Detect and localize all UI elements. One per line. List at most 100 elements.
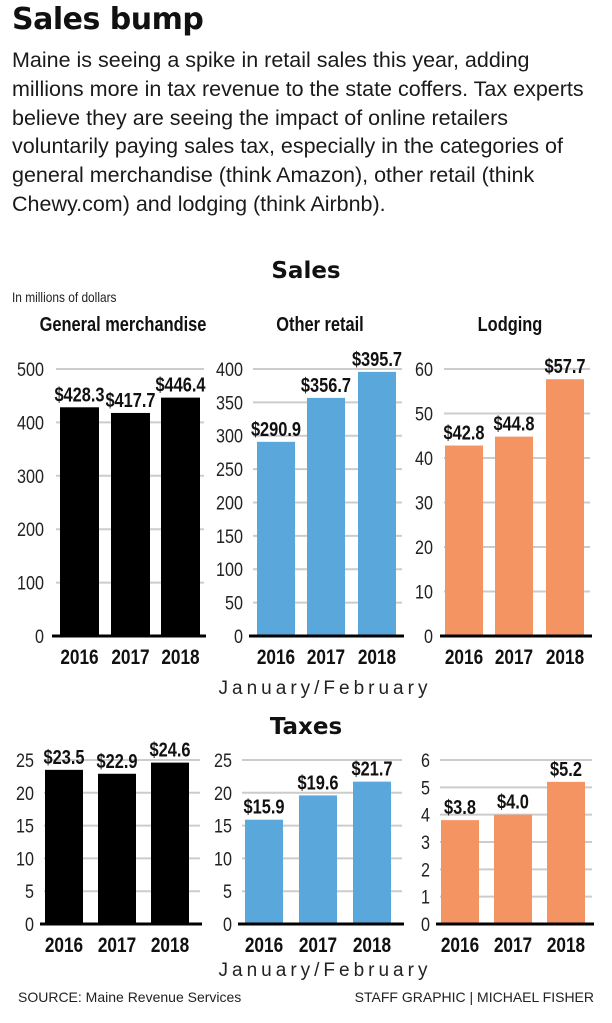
taxes-lodging-y-tick-label: 3 [421,832,430,854]
sales-general-merchandise-value-label-2016: $428.3 [54,383,104,406]
sales-period-label: January/February [218,678,432,699]
taxes-general-merchandise-y-tick-label: 15 [16,815,34,837]
sales-lodging-bar-2016 [445,445,483,636]
sales-other-retail-y-tick-label: 250 [216,459,243,481]
taxes-lodging-value-label-2017: $4.0 [497,790,529,813]
taxes-lodging-x-tick-label-2016: 2016 [441,935,479,958]
taxes-general-merchandise-value-label-2018: $24.6 [150,738,191,761]
sales-general-merchandise-y-tick-label: 0 [35,626,44,648]
taxes-other-retail-y-tick-label: 5 [223,881,232,903]
sales-other-retail-y-tick-label: 400 [216,359,243,381]
sales-other-retail-y-tick-label: 300 [216,426,243,448]
sales-lodging-x-tick-label-2016: 2016 [445,647,483,670]
staff-credit: STAFF GRAPHIC | MICHAEL FISHER [354,989,594,1005]
taxes-general-merchandise-y-tick-label: 20 [16,783,34,805]
sales-general-merchandise-bar-2016 [60,407,99,636]
taxes-lodging-value-label-2018: $5.2 [550,757,582,780]
sales-general-merchandise-bar-2017 [111,412,150,636]
sales-other-retail-x-tick-label-2018: 2018 [358,647,397,670]
taxes-lodging-value-label-2016: $3.8 [444,796,476,819]
taxes-general-merchandise-value-label-2017: $22.9 [97,749,138,772]
taxes-lodging-bar-2016 [441,820,479,924]
taxes-general-merchandise-y-tick-label: 0 [25,914,34,936]
sales-other-retail-y-tick-label: 150 [216,526,243,548]
taxes-other-retail-y-tick-label: 10 [214,848,232,870]
taxes-lodging-y-tick-label: 4 [421,804,430,826]
sales-general-merchandise-value-label-2017: $417.7 [105,388,155,411]
sales-lodging-x-tick-label-2018: 2018 [546,647,585,670]
taxes-general-merchandise-y-tick-label: 10 [16,848,34,870]
sales-general-merchandise-y-tick-label: 100 [17,572,44,594]
sales-lodging-bar-2018 [546,379,584,636]
graphic-description: Maine is seeing a spike in retail sales … [12,48,584,216]
sales-other-retail-bar-2016 [257,441,295,636]
taxes-other-retail-value-label-2017: $19.6 [298,771,339,794]
sales-other-retail-value-label-2018: $395.7 [352,347,402,370]
taxes-lodging-y-tick-label: 5 [421,777,430,799]
sales-general-merchandise-x-tick-label-2018: 2018 [161,647,200,670]
sales-lodging-value-label-2016: $42.8 [444,421,485,444]
graphic-title: Sales bump [12,2,204,37]
sales-other-retail-x-tick-label-2017: 2017 [307,647,345,670]
sales-lodging-y-tick-label: 30 [415,492,433,514]
taxes-general-merchandise-bar-2018 [151,762,189,924]
sales-general-merchandise-y-tick-label: 200 [17,519,44,541]
sales-other-retail-y-tick-label: 0 [234,626,243,648]
taxes-general-merchandise-x-tick-label-2017: 2017 [98,935,136,958]
sales-general-merchandise-y-tick-label: 500 [17,359,44,381]
chart-title-lodging: Lodging [477,314,543,336]
taxes-other-retail-bar-2018 [353,781,391,924]
sales-lodging-y-tick-label: 20 [415,537,433,559]
sales-section-title: Sales [271,258,341,284]
units-label: In millions of dollars [12,289,117,305]
taxes-lodging-y-tick-label: 2 [421,859,430,881]
chart-title-general-merchandise: General merchandise [39,314,207,336]
taxes-general-merchandise-value-label-2016: $23.5 [44,745,85,768]
taxes-other-retail-y-tick-label: 25 [214,750,232,772]
taxes-lodging-bar-2018 [547,781,585,924]
taxes-general-merchandise-bar-2017 [98,773,136,924]
sales-lodging-y-tick-label: 50 [415,403,433,425]
chart-title-other-retail: Other retail [276,314,364,336]
sales-lodging-y-tick-label: 40 [415,448,433,470]
sales-general-merchandise-x-tick-label-2017: 2017 [111,647,149,670]
taxes-general-merchandise-x-tick-label-2018: 2018 [151,935,190,958]
taxes-general-merchandise-x-tick-label-2016: 2016 [45,935,83,958]
taxes-general-merchandise-bar-2016 [45,769,83,924]
taxes-other-retail-y-tick-label: 0 [223,914,232,936]
sales-other-retail-y-tick-label: 200 [216,492,243,514]
sales-lodging-x-tick-label-2017: 2017 [495,647,533,670]
sales-lodging-y-tick-label: 60 [415,359,433,381]
taxes-lodging-y-tick-label: 0 [421,914,430,936]
sales-other-retail-value-label-2017: $356.7 [301,373,351,396]
taxes-other-retail-y-tick-label: 15 [214,815,232,837]
sales-other-retail-x-tick-label-2016: 2016 [257,647,295,670]
sales-lodging-value-label-2017: $44.8 [494,412,535,435]
taxes-other-retail-y-tick-label: 20 [214,783,232,805]
sales-general-merchandise-y-tick-label: 300 [17,466,44,488]
taxes-other-retail-x-tick-label-2018: 2018 [353,935,392,958]
taxes-other-retail-value-label-2016: $15.9 [244,795,285,818]
taxes-lodging-x-tick-label-2017: 2017 [494,935,532,958]
sales-other-retail-bar-2017 [307,397,345,636]
taxes-general-merchandise-y-tick-label: 5 [25,881,34,903]
taxes-section-title: Taxes [269,714,343,740]
taxes-other-retail-x-tick-label-2016: 2016 [245,935,283,958]
source-credit: SOURCE: Maine Revenue Services [18,989,242,1005]
sales-lodging-y-tick-label: 10 [415,581,433,603]
sales-other-retail-y-tick-label: 100 [216,559,243,581]
taxes-lodging-x-tick-label-2018: 2018 [547,935,586,958]
sales-other-retail-bar-2018 [358,371,396,636]
sales-lodging-y-tick-label: 0 [424,626,433,648]
sales-other-retail-y-tick-label: 350 [216,392,243,414]
sales-general-merchandise-x-tick-label-2016: 2016 [60,647,98,670]
taxes-lodging-y-tick-label: 1 [421,886,430,908]
taxes-lodging-y-tick-label: 6 [421,750,430,772]
taxes-other-retail-bar-2017 [299,795,337,924]
taxes-other-retail-x-tick-label-2017: 2017 [299,935,337,958]
taxes-other-retail-bar-2016 [245,819,283,924]
sales-general-merchandise-bar-2018 [161,397,200,636]
sales-general-merchandise-value-label-2018: $446.4 [155,373,206,396]
taxes-lodging-bar-2017 [494,814,532,924]
